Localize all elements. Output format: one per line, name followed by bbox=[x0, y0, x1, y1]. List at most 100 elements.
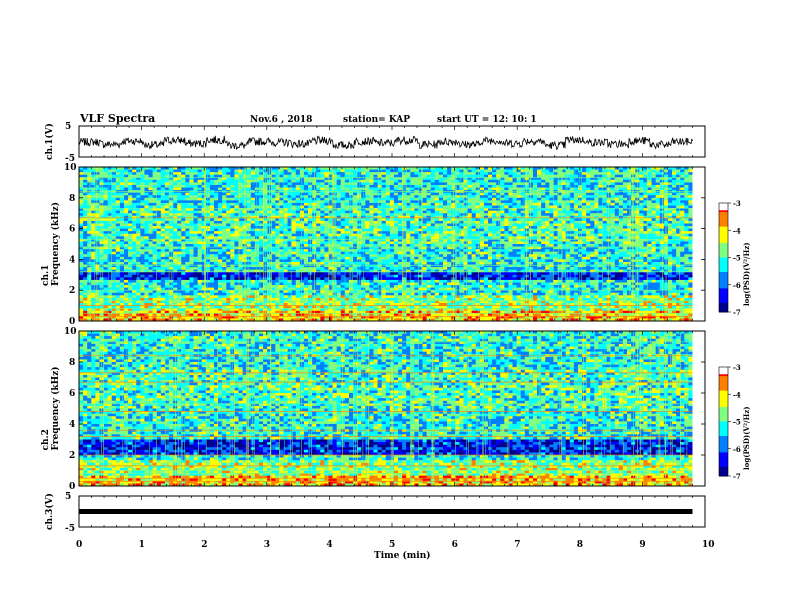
spectrogram-cell bbox=[136, 246, 141, 250]
spectrogram-cell bbox=[557, 184, 562, 188]
spectrogram-cell bbox=[140, 213, 145, 217]
spectrogram-cell bbox=[95, 187, 100, 191]
spectrogram-cell bbox=[430, 246, 436, 250]
spectrogram-cell bbox=[316, 200, 321, 204]
spectrogram-cell bbox=[528, 167, 534, 170]
spectrogram-cell bbox=[573, 182, 579, 186]
spectrogram-cell bbox=[123, 208, 129, 212]
spectrogram-cell bbox=[455, 244, 460, 247]
spectrogram-cell bbox=[455, 169, 460, 173]
spectrogram-cell bbox=[639, 213, 644, 217]
spectrogram-cell bbox=[655, 226, 661, 229]
spectrogram-cell bbox=[222, 215, 227, 219]
spectrogram-cell bbox=[205, 210, 211, 214]
spectrogram-cell bbox=[586, 220, 591, 224]
spectrogram-cell bbox=[610, 202, 616, 206]
spectrogram-cell bbox=[316, 244, 321, 247]
spectrogram-cell bbox=[83, 177, 88, 181]
spectrogram-cell bbox=[414, 197, 419, 201]
spectrogram-cell bbox=[79, 172, 84, 176]
spectrogram-cell bbox=[250, 228, 256, 232]
spectrogram-cell bbox=[479, 218, 485, 222]
spectrogram-cell bbox=[639, 226, 644, 229]
spectrogram-cell bbox=[234, 177, 239, 181]
spectrogram-cell bbox=[230, 202, 235, 206]
spectrogram-cell bbox=[434, 197, 440, 201]
spectrogram-cell bbox=[680, 200, 685, 204]
spectrogram-cell bbox=[659, 182, 665, 186]
spectrogram-cell bbox=[598, 192, 603, 196]
spectrogram-cell bbox=[565, 223, 571, 227]
spectrogram-cell bbox=[667, 220, 673, 224]
spectrogram-cell bbox=[463, 200, 468, 204]
spectrogram-cell bbox=[369, 241, 374, 245]
spectrogram-cell bbox=[99, 182, 104, 186]
spectrogram-cell bbox=[414, 174, 419, 178]
spectrogram-cell bbox=[569, 231, 575, 235]
spectrogram-cell bbox=[422, 233, 428, 237]
spectrogram-cell bbox=[410, 215, 415, 219]
spectrogram-cell bbox=[381, 228, 387, 232]
spectrogram-cell bbox=[602, 228, 607, 232]
spectrogram-cell bbox=[201, 187, 207, 191]
spectrogram-cell bbox=[573, 197, 579, 201]
spectrogram-cell bbox=[569, 233, 575, 237]
spectrogram-cell bbox=[181, 218, 186, 222]
spectrogram-cell bbox=[107, 184, 113, 188]
spectrogram-cell bbox=[549, 202, 554, 206]
spectrogram-cell bbox=[222, 187, 227, 191]
spectrogram-cell bbox=[123, 226, 129, 229]
spectrogram-cell bbox=[275, 182, 280, 186]
spectrogram-cell bbox=[258, 192, 264, 196]
spectrogram-cell bbox=[87, 249, 92, 253]
spectrogram-cell bbox=[193, 169, 199, 173]
spectrogram-cell bbox=[684, 238, 689, 242]
spectrogram-cell bbox=[492, 233, 497, 237]
spectrogram-cell bbox=[320, 205, 325, 209]
spectrogram-cell bbox=[303, 228, 309, 232]
spectrogram-cell bbox=[197, 238, 203, 242]
spectrogram-cell bbox=[676, 218, 681, 222]
spectrogram-cell bbox=[393, 184, 399, 188]
spectrogram-cell bbox=[537, 174, 542, 178]
spectrogram-cell bbox=[95, 177, 100, 181]
spectrogram-cell bbox=[287, 226, 293, 229]
spectrogram-cell bbox=[226, 200, 231, 204]
spectrogram-cell bbox=[246, 244, 252, 247]
spectrogram-cell bbox=[553, 233, 558, 237]
spectrogram-cell bbox=[667, 238, 673, 242]
spectrogram-cell bbox=[87, 177, 92, 181]
spectrogram-cell bbox=[447, 200, 452, 204]
spectrogram-cell bbox=[148, 231, 154, 235]
spectrogram-cell bbox=[680, 220, 685, 224]
spectrogram-cell bbox=[475, 215, 481, 219]
spectrogram-cell bbox=[295, 218, 301, 222]
spectrogram-cell bbox=[606, 223, 612, 227]
spectrogram-cell bbox=[79, 195, 84, 199]
spectrogram-cell bbox=[577, 220, 583, 224]
spectrogram-cell bbox=[275, 197, 280, 201]
spectrogram-cell bbox=[422, 228, 428, 232]
spectrogram-cell bbox=[373, 177, 378, 181]
spectrogram-cell bbox=[205, 238, 211, 242]
spectrogram-cell bbox=[148, 208, 154, 212]
spectrogram-cell bbox=[385, 169, 391, 173]
spectrogram-cell bbox=[320, 213, 325, 217]
spectrogram-cell bbox=[459, 213, 464, 217]
spectrogram-cell bbox=[602, 210, 607, 214]
spectrogram-cell bbox=[312, 184, 317, 188]
spectrogram-cell bbox=[250, 223, 256, 227]
spectrogram-cell bbox=[258, 184, 264, 188]
spectrogram-cell bbox=[213, 238, 219, 242]
spectrogram-cell bbox=[201, 202, 207, 206]
spectrogram-cell bbox=[177, 195, 182, 199]
spectrogram-cell bbox=[500, 241, 505, 245]
spectrogram-cell bbox=[258, 213, 264, 217]
spectrogram-cell bbox=[365, 200, 370, 204]
spectrogram-cell bbox=[471, 177, 477, 181]
spectrogram-cell bbox=[647, 233, 652, 237]
spectrogram-cell bbox=[181, 169, 186, 173]
spectrogram-cell bbox=[369, 184, 374, 188]
spectrogram-cell bbox=[140, 246, 145, 250]
spectrogram-cell bbox=[426, 210, 432, 214]
